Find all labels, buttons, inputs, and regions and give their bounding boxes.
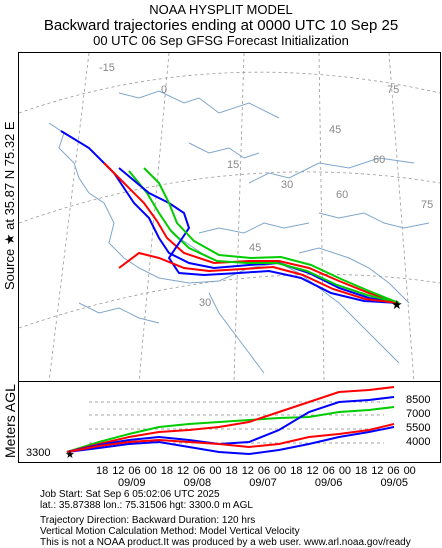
- chart-subtitle: 00 UTC 06 Sep GFSG Forecast Initializati…: [93, 33, 349, 48]
- hour-tick: 18: [355, 465, 368, 477]
- profile-lines: [66, 386, 395, 456]
- coastlines: [48, 90, 430, 374]
- grat-label: 45: [249, 242, 261, 254]
- hour-tick: 06: [128, 465, 141, 477]
- trajectory-green-1: [128, 170, 400, 304]
- hour-tick: 12: [241, 465, 254, 477]
- date-tick: 09/08: [183, 477, 212, 489]
- grat-label: 30: [199, 297, 211, 309]
- hour-tick: 12: [371, 465, 384, 477]
- hour-tick: 00: [209, 465, 222, 477]
- hour-tick: 06: [387, 465, 400, 477]
- profile-tick: 7000: [406, 408, 431, 420]
- trajectory-red-2: [118, 251, 400, 304]
- date-tick: 09/07: [249, 477, 277, 489]
- hour-tick: 18: [96, 465, 109, 477]
- profile-tick: 4000: [406, 436, 431, 448]
- hour-tick: 00: [338, 465, 352, 477]
- trajectory-blue-2: [118, 167, 400, 304]
- trajectory-blue-1: [60, 130, 400, 304]
- profile-red-2: [66, 423, 395, 453]
- profile-ylabel: Meters AGL: [2, 384, 18, 458]
- hour-tick: 12: [306, 465, 319, 477]
- hour-tick: 06: [257, 465, 271, 477]
- footer-location: lat.: 35.87388 lon.: 75.31506 hgt: 3300.…: [40, 500, 253, 511]
- profile-x-hours: 18 12 06 00 18 12 06 00 18 12 06 00 18 1…: [96, 465, 416, 477]
- hour-tick: 06: [193, 465, 206, 477]
- grat-label: -15: [99, 62, 115, 74]
- trajectories: [60, 130, 400, 304]
- grat-label: 60: [336, 189, 348, 201]
- hour-tick: 12: [176, 465, 190, 477]
- source-lat: 35.87 N: [2, 169, 17, 216]
- footer-disclaimer: This is not a NOAA product.It was produc…: [40, 537, 411, 548]
- svg-text:★: ★: [391, 297, 403, 312]
- grat-label: 30: [281, 179, 293, 191]
- profile-svg: ★: [65, 386, 395, 461]
- source-star-icon: ★: [391, 297, 403, 312]
- chart-title: Backward trajectories ending at 0000 UTC…: [43, 17, 399, 34]
- trajectory-red-1: [103, 162, 400, 304]
- graticule: [18, 52, 441, 383]
- date-tick: 09/06: [314, 477, 343, 489]
- trajectory-map: -15 0 15 30 45 60 75 30 45 60 75 ★: [18, 52, 441, 383]
- hour-tick: 00: [274, 465, 287, 477]
- height-profile: ★: [18, 381, 441, 463]
- hour-tick: 18: [160, 465, 173, 477]
- graticule-labels: -15 0 15 30 45 60 75 30 45 60 75: [99, 62, 433, 309]
- map-svg: -15 0 15 30 45 60 75 30 45 60 75 ★: [18, 52, 441, 383]
- profile-x-dates: 09/09 09/08 09/07 09/06 09/05: [118, 477, 408, 489]
- grat-label: 60: [373, 154, 385, 166]
- source-label: Source ★ at 35.87 N 75.32 E: [2, 121, 18, 290]
- grat-label: 15: [227, 159, 239, 171]
- grat-label: 75: [421, 199, 433, 211]
- source-lon: 75.32 E: [2, 121, 17, 167]
- hour-tick: 06: [322, 465, 335, 477]
- profile-blue-2: [66, 426, 395, 456]
- profile-red: [66, 386, 395, 453]
- hour-tick: 12: [112, 465, 125, 477]
- grat-label: 45: [329, 124, 341, 136]
- hour-tick: 18: [225, 465, 238, 477]
- hour-tick: 18: [290, 465, 303, 477]
- profile-blue: [66, 396, 395, 453]
- date-tick: 09/05: [380, 477, 408, 489]
- profile-green: [66, 406, 395, 453]
- grat-label: 0: [161, 84, 167, 96]
- footer-job-start: Job Start: Sat Sep 6 05:02:06 UTC 2025: [40, 489, 220, 500]
- profile-start-height: 3300: [26, 447, 51, 459]
- hour-tick: 00: [144, 465, 157, 477]
- footer-vertical-motion: Vertical Motion Calculation Method: Mode…: [40, 526, 300, 537]
- trajectory-green-2: [143, 167, 400, 304]
- footer-direction: Trajectory Direction: Backward Duration:…: [40, 515, 256, 526]
- star-icon: ★: [2, 233, 17, 246]
- model-title: NOAA HYSPLIT MODEL: [149, 2, 293, 17]
- profile-tick: 8500: [406, 394, 431, 406]
- date-tick: 09/09: [118, 477, 146, 489]
- profile-tick: 5500: [406, 422, 431, 434]
- source-at: at: [2, 219, 17, 230]
- profile-start-star-icon: ★: [65, 449, 75, 461]
- hour-tick: 00: [403, 465, 416, 477]
- source-prefix: Source: [2, 248, 17, 290]
- grat-label: 75: [387, 84, 399, 96]
